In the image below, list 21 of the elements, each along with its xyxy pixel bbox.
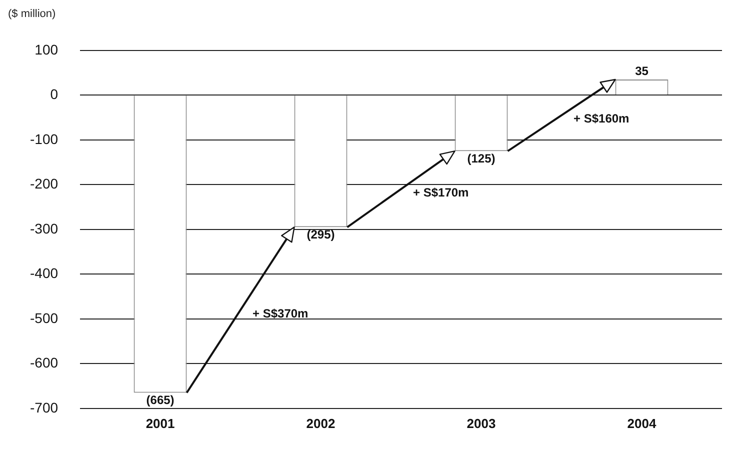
data-label: (125) <box>467 151 496 166</box>
y-tick-label: -700 <box>30 399 58 416</box>
data-label: 35 <box>635 64 649 78</box>
data-label: (665) <box>146 393 174 408</box>
x-tick-label: 2001 <box>146 416 175 431</box>
x-tick-label: 2004 <box>627 416 657 431</box>
data-label: (295) <box>306 227 335 242</box>
annotation: + S$170m <box>413 185 469 200</box>
y-tick-label: -100 <box>30 130 58 147</box>
x-tick-label: 2003 <box>466 416 496 431</box>
y-tick-label: -400 <box>30 265 58 282</box>
y-tick-label: 100 <box>34 41 58 58</box>
y-tick-label: 0 <box>50 86 58 102</box>
y-tick-label: -500 <box>30 310 58 326</box>
annotation: + S$370m <box>252 306 308 320</box>
y-axis-title: ($ million) <box>8 8 57 20</box>
y-tick-label: -600 <box>30 354 58 371</box>
annotation: + S$160m <box>574 112 630 126</box>
y-tick-label: -300 <box>30 220 58 236</box>
y-tick-label: -200 <box>30 176 58 192</box>
x-tick-label: 2002 <box>306 416 336 431</box>
